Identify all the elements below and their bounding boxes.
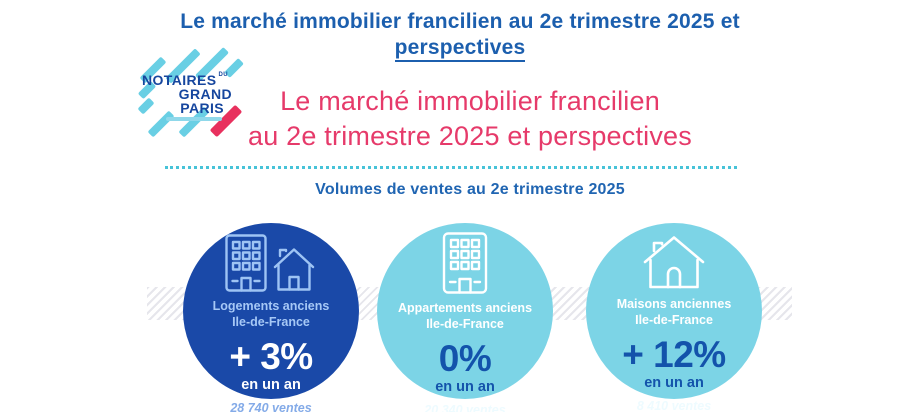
logo-word-paris: PARIS: [180, 100, 224, 116]
kpi-circle-appartements-anciens: Appartements anciens Ile-de-France 0% en …: [377, 223, 553, 412]
building-icon: [442, 232, 488, 294]
page-title-line1: Le marché immobilier francilien au 2e tr…: [180, 10, 740, 33]
main-title-line2: au 2e trimestre 2025 et perspectives: [248, 121, 692, 152]
logo-word-grand: GRAND: [178, 86, 232, 102]
page-title: Le marché immobilier francilien au 2e tr…: [0, 9, 920, 62]
logo-tagline-strip: [166, 117, 222, 121]
main-title-line1: Le marché immobilier francilien: [280, 86, 660, 116]
logo-word-du: DU: [218, 72, 228, 78]
kpi-volume: 20 340 ventes: [424, 402, 506, 412]
page-title-underlined-word: perspectives: [394, 35, 526, 62]
logo-wordmark: NOTAIRES DU GRAND PARIS: [140, 52, 245, 144]
logo-word-notaires: NOTAIRES DU: [142, 72, 228, 88]
section-subtitle: Volumes de ventes au 2e trimestre 2025: [315, 181, 625, 198]
kpi-volume: 8 410 ventes: [636, 398, 712, 412]
kpi-value: 0%: [438, 337, 492, 379]
kpi-label: Maisons anciennes Ile-de-France: [616, 297, 732, 328]
kpi-value: + 3%: [229, 335, 313, 377]
main-title: Le marché immobilier francilien au 2e tr…: [170, 84, 770, 154]
dotted-divider: [165, 166, 737, 169]
kpi-circle-logements-anciens: Logements anciens Ile-de-France + 3% en u…: [183, 223, 359, 412]
kpi-volume: 28 740 ventes: [230, 400, 312, 412]
kpi-period: en un an: [435, 378, 495, 395]
notaires-grand-paris-logo: NOTAIRES DU GRAND PARIS: [137, 47, 245, 144]
kpi-value: + 12%: [622, 333, 726, 375]
house-icon: [641, 234, 707, 290]
kpi-label: Appartements anciens Ile-de-France: [397, 301, 533, 332]
building-and-house-icon: [225, 234, 317, 292]
kpi-circle-maisons-anciennes: Maisons anciennes Ile-de-France + 12% en …: [586, 223, 762, 412]
kpi-period: en un an: [241, 376, 301, 393]
kpi-label: Logements anciens Ile-de-France: [212, 299, 330, 330]
kpi-period: en un an: [644, 374, 704, 391]
